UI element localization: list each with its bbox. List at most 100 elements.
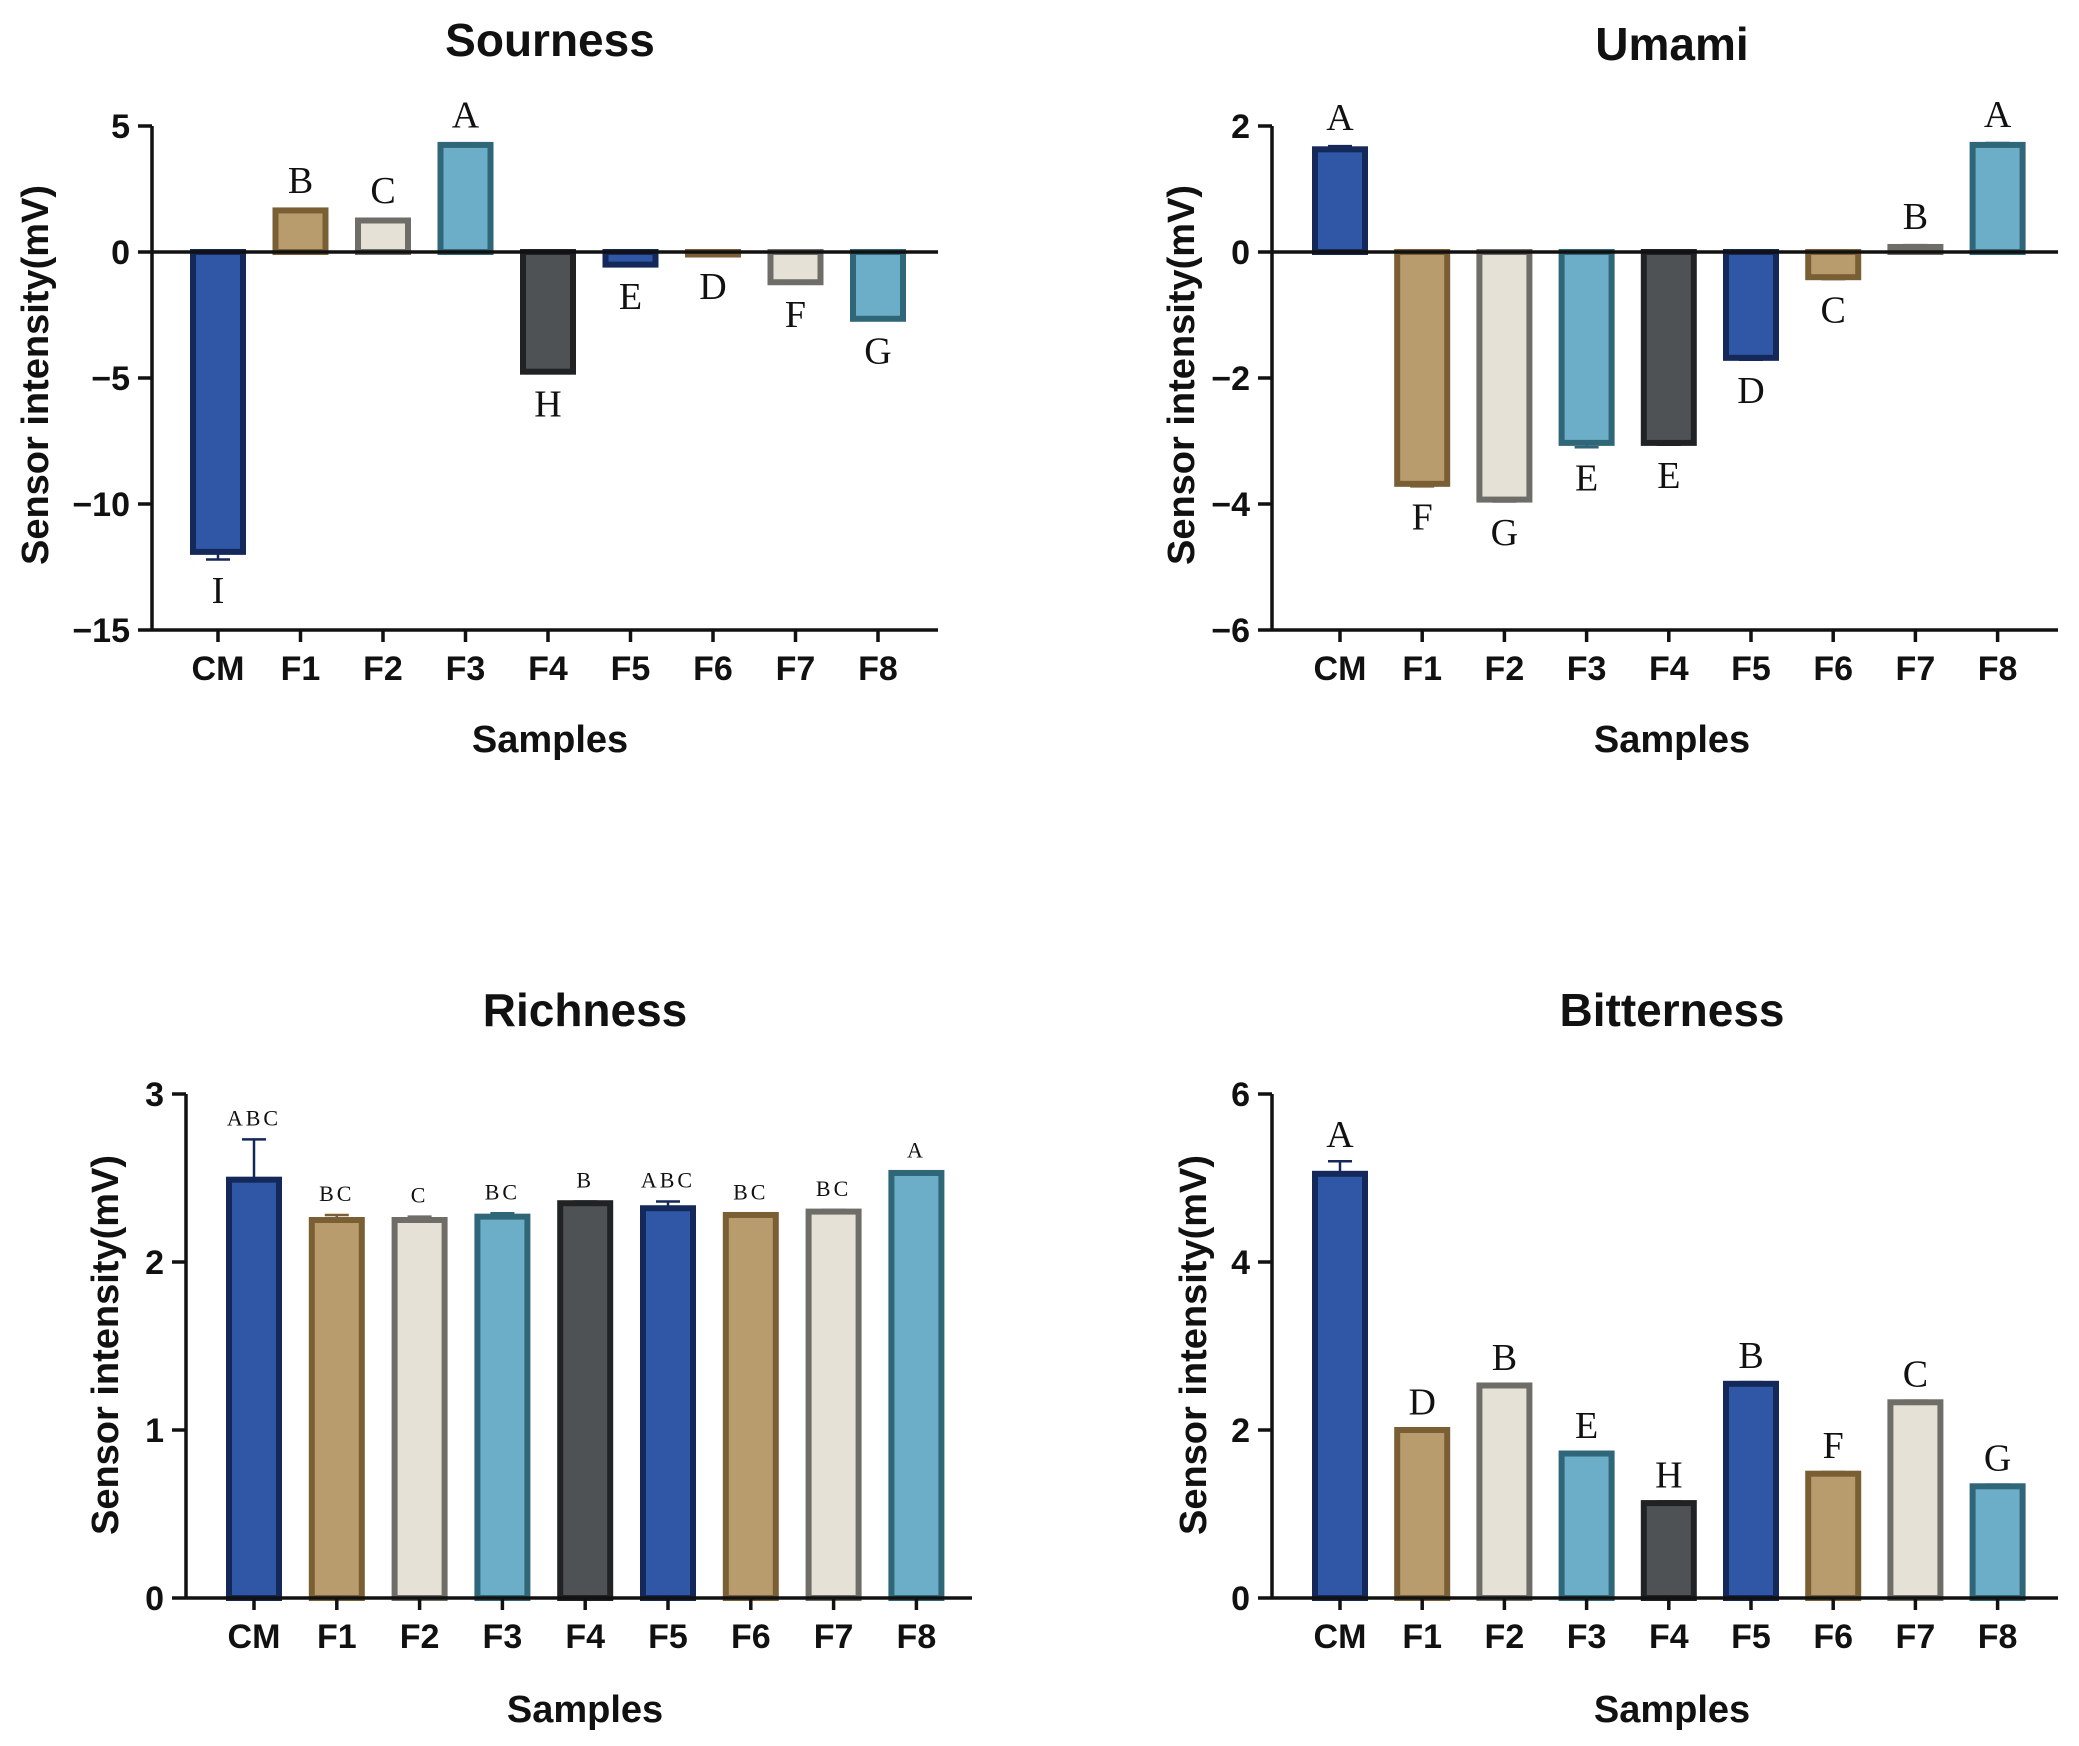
significance-label: G	[1491, 512, 1518, 554]
bar-f6	[1805, 249, 1862, 281]
bar-f3	[1558, 1450, 1615, 1602]
bar-f1	[308, 1217, 365, 1601]
y-tick-label: −4	[1211, 486, 1250, 524]
significance-label: H	[1655, 1454, 1682, 1496]
chart-title: Sourness	[445, 14, 655, 66]
x-tick-label: F7	[1896, 650, 1936, 688]
significance-label: B	[1492, 1337, 1517, 1379]
x-tick-label: CM	[192, 650, 245, 688]
chart-title: Bitterness	[1560, 984, 1785, 1036]
significance-label: BC	[816, 1176, 851, 1201]
significance-label: A	[1984, 94, 2012, 136]
significance-label: A	[1326, 1114, 1354, 1156]
bar-f4	[1640, 1500, 1697, 1601]
bar-f5	[602, 249, 659, 268]
x-tick-label: F6	[731, 1618, 771, 1656]
bar-f2	[391, 1217, 448, 1601]
y-axis-title: Sensor intensity(mV)	[15, 185, 57, 565]
bar-f6	[722, 1211, 779, 1601]
bar-f3	[474, 1213, 531, 1601]
x-tick-label: F2	[363, 650, 403, 688]
x-tick-label: F7	[776, 650, 816, 688]
significance-label: A	[1326, 97, 1354, 139]
significance-label: ABC	[227, 1105, 281, 1130]
significance-label: H	[534, 383, 561, 425]
x-tick-label: F1	[1402, 650, 1442, 688]
significance-label: BC	[485, 1179, 520, 1204]
bar-f3	[1558, 249, 1615, 446]
x-tick-label: F4	[528, 650, 568, 688]
y-tick-label: 4	[1231, 1244, 1250, 1282]
x-tick-label: F3	[446, 650, 486, 688]
x-tick-label: F1	[317, 1618, 357, 1656]
x-tick-label: F6	[693, 650, 733, 688]
bar-f1	[272, 207, 329, 255]
x-tick-label: F3	[1567, 1618, 1607, 1656]
plot-area: 2 0 −2 −4 −6 A CM F F1 G F2 E F3 E F4 D F5 C F6 B F7 A F8	[1211, 94, 2058, 688]
bar-f8	[1969, 1483, 2026, 1602]
significance-label: F	[1823, 1425, 1844, 1467]
bar-f4	[557, 1200, 614, 1601]
significance-label: B	[576, 1168, 594, 1193]
x-tick-label: F7	[1896, 1618, 1936, 1656]
bar-f3	[437, 141, 494, 255]
x-tick-label: F3	[1567, 650, 1607, 688]
y-axis-title: Sensor intensity(mV)	[1173, 1155, 1215, 1535]
x-axis-title: Samples	[1594, 719, 1750, 761]
plot-area: 3 2 1 0 ABC CM BC F1 C F2 BC F3 B F4 ABC F5 BC F6 BC F7 A F8	[145, 1076, 972, 1656]
significance-label: B	[288, 160, 313, 202]
x-tick-label: F7	[814, 1618, 854, 1656]
y-tick-label: 6	[1231, 1076, 1250, 1114]
y-tick-label: 5	[111, 108, 130, 146]
x-tick-label: F3	[483, 1618, 523, 1656]
panel-sourness: Sourness Sensor intensity(mV) Samples 5 0…	[15, 14, 938, 761]
significance-label: D	[1737, 370, 1764, 412]
bar-f2	[1476, 249, 1533, 503]
significance-label: BC	[733, 1179, 768, 1204]
significance-label: G	[864, 330, 891, 372]
bar-f2	[1476, 1382, 1533, 1601]
bar-cm	[190, 249, 246, 555]
y-tick-label: 0	[1231, 1580, 1250, 1618]
bar-f4	[1640, 249, 1697, 446]
bar-f8	[850, 249, 906, 322]
panel-bitterness: Bitterness Sensor intensity(mV) Samples …	[1173, 984, 2058, 1731]
y-tick-label: 0	[111, 234, 130, 272]
y-tick-label: −10	[72, 486, 130, 524]
significance-label: C	[411, 1183, 429, 1208]
x-axis-title: Samples	[507, 1689, 663, 1731]
bar-f7	[767, 249, 824, 286]
x-tick-label: F6	[1813, 650, 1853, 688]
panel-richness: Richness Sensor intensity(mV) Samples 3 2…	[85, 984, 972, 1731]
x-tick-label: F8	[1978, 650, 2018, 688]
y-tick-label: 2	[145, 1244, 164, 1282]
significance-label: B	[1738, 1335, 1763, 1377]
bar-f4	[520, 249, 576, 375]
significance-label: E	[619, 276, 642, 318]
significance-label: E	[1575, 1405, 1598, 1447]
x-tick-label: CM	[228, 1618, 281, 1656]
plot-area: 6 4 2 0 A CM D F1 B F2 E F3 H F4 B F5 F F6 C F7 G F8	[1231, 1076, 2058, 1656]
bar-cm	[1312, 146, 1368, 255]
x-tick-label: F2	[1485, 650, 1525, 688]
significance-label: ABC	[641, 1168, 695, 1193]
y-tick-label: −15	[72, 612, 130, 650]
bar-f5	[1723, 249, 1779, 361]
x-tick-label: F2	[1485, 1618, 1525, 1656]
bar-cm	[226, 1176, 282, 1602]
significance-label: B	[1903, 196, 1928, 238]
significance-label: I	[212, 570, 225, 612]
significance-label: A	[907, 1137, 926, 1162]
x-tick-label: F1	[1402, 1618, 1442, 1656]
significance-label: E	[1657, 455, 1680, 497]
x-tick-label: F8	[897, 1618, 937, 1656]
x-tick-label: CM	[1314, 1618, 1367, 1656]
plot-area: 5 0 −5 −10 −15 I CM B F1 C F2 A F3 H F4 E F5 D F6 F F7 G F8	[72, 95, 938, 688]
y-axis-title: Sensor intensity(mV)	[1161, 185, 1203, 565]
y-tick-label: −5	[91, 360, 130, 398]
significance-label: F	[1412, 497, 1433, 539]
significance-label: D	[699, 266, 726, 308]
bar-cm	[1312, 1170, 1368, 1602]
x-tick-label: F8	[858, 650, 898, 688]
